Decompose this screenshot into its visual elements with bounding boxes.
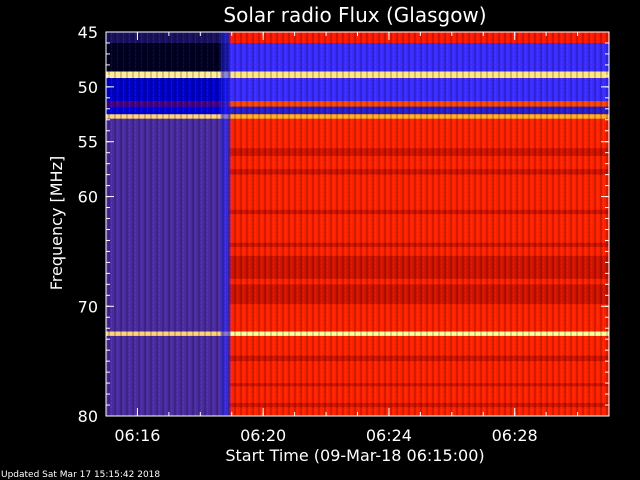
y-axis-label: Frequency [MHz] bbox=[47, 156, 66, 290]
y-tick-label: 80 bbox=[78, 407, 98, 426]
y-tick-label: 70 bbox=[78, 297, 98, 316]
x-tick-label: 06:28 bbox=[492, 426, 538, 445]
y-tick-label: 45 bbox=[78, 23, 98, 42]
updated-timestamp: Updated Sat Mar 17 15:15:42 2018 bbox=[1, 470, 160, 480]
y-tick-label: 55 bbox=[78, 133, 98, 152]
noise-overlay bbox=[106, 32, 609, 416]
y-tick-label: 60 bbox=[78, 188, 98, 207]
y-axis: 45 50 55 60 70 80 bbox=[78, 23, 609, 426]
x-axis: 06:16 06:20 06:24 06:28 bbox=[114, 32, 579, 445]
x-tick-label: 06:24 bbox=[366, 426, 412, 445]
x-tick-label: 06:16 bbox=[114, 426, 160, 445]
chart-title: Solar radio Flux (Glasgow) bbox=[223, 3, 486, 27]
y-tick-label: 50 bbox=[78, 78, 98, 97]
x-tick-label: 06:20 bbox=[240, 426, 286, 445]
x-axis-label: Start Time (09-Mar-18 06:15:00) bbox=[225, 446, 484, 465]
spectrogram-plot bbox=[106, 32, 609, 416]
